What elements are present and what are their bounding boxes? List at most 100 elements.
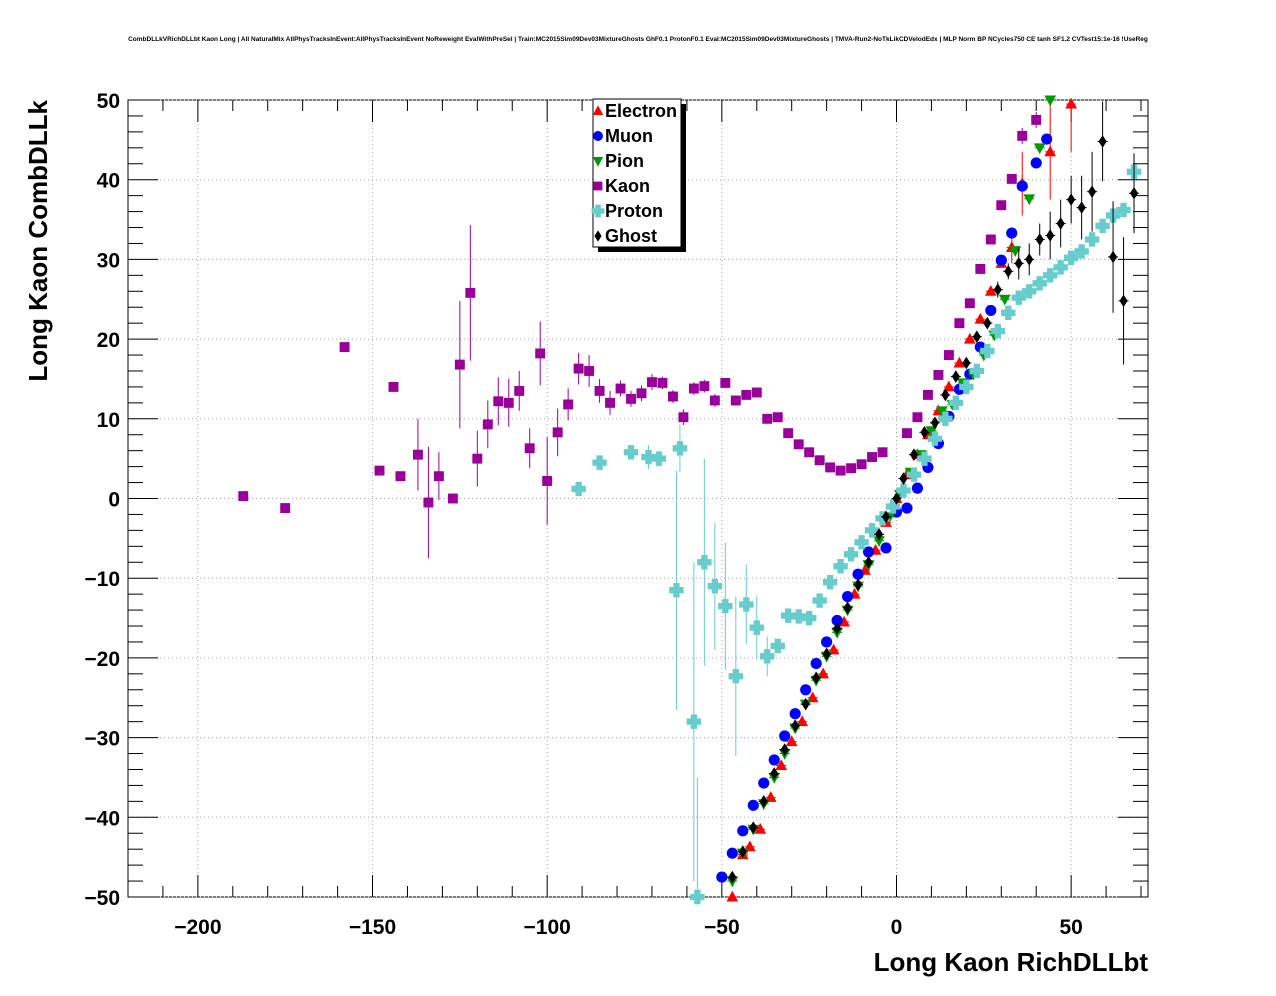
kaon-point [985, 234, 996, 245]
electron-point [953, 356, 966, 368]
kaon-point [902, 428, 912, 439]
pion-point [1023, 194, 1036, 206]
x-axis-title: Long Kaon RichDLLbt [874, 947, 1149, 977]
kaon-point [996, 200, 1007, 211]
proton-point [718, 598, 733, 614]
ghost-point [881, 510, 891, 524]
series-pion [726, 95, 1057, 888]
kaon-point [573, 363, 584, 374]
kaon-point [626, 393, 636, 404]
electron-point [943, 380, 955, 392]
legend: Electron Muon Pion Kaon Proton Ghost [591, 98, 686, 252]
kaon-point [647, 377, 657, 388]
ghost-point [1067, 193, 1076, 206]
kaon-point [954, 318, 965, 329]
legend-box [592, 98, 682, 248]
ghost-point [759, 795, 768, 808]
proton-point [791, 609, 806, 624]
chart-title: CombDLLkVRichDLLbt Kaon Long | All Natur… [128, 36, 1148, 43]
proton-point [672, 441, 688, 456]
pion-point [925, 426, 938, 438]
x-tick-label: −150 [349, 916, 396, 939]
proton-point [697, 555, 712, 570]
proton-point [864, 523, 880, 538]
muon-point [726, 847, 738, 859]
y-axis-title: Long Kaon CombDLLk [23, 99, 53, 381]
proton-point [1042, 268, 1058, 283]
ghost-point [983, 316, 992, 330]
series-kaon [238, 111, 1042, 559]
kaon-point [472, 453, 483, 464]
pion-point [998, 294, 1011, 306]
kaon-point [762, 413, 773, 424]
ghost-point [1056, 217, 1065, 230]
kaon-point [933, 370, 944, 380]
kaon-point [772, 412, 783, 423]
kaon-point [688, 383, 699, 394]
ghost-point [1046, 229, 1055, 242]
ghost-point [822, 647, 831, 661]
ghost-point [1088, 185, 1097, 198]
electron-point [775, 759, 788, 770]
legend-marker-muon [593, 131, 603, 141]
kaon-point [825, 462, 836, 473]
kaon-point [339, 342, 350, 353]
kaon-point [552, 427, 563, 438]
ghost-point [738, 845, 747, 858]
electron-point [806, 691, 819, 703]
ghost-point [899, 472, 908, 485]
kaon-point [594, 385, 605, 396]
x-tick-label: 0 [891, 916, 903, 939]
proton-point [1116, 202, 1131, 218]
muon-point [758, 777, 770, 789]
proton-point [1001, 305, 1016, 320]
y-tick-label: −40 [84, 807, 120, 830]
kaon-point [412, 449, 423, 460]
kaon-point [975, 264, 986, 274]
electron-point [963, 332, 976, 344]
electron-point [984, 284, 997, 296]
kaon-point [867, 452, 877, 463]
muon-point [821, 636, 833, 648]
kaon-point [922, 389, 933, 400]
ghost-point [909, 448, 919, 461]
kaon-point [542, 476, 553, 486]
pion-point [1009, 246, 1022, 257]
proton-point [592, 455, 607, 470]
muon-point [1030, 157, 1042, 169]
ghost-point [1035, 233, 1044, 246]
ghost-point [1129, 186, 1139, 200]
x-tick-label: −50 [704, 916, 740, 939]
x-tick-label: −200 [174, 916, 221, 939]
kaon-point [605, 397, 616, 408]
proton-point [927, 431, 943, 446]
kaon-point [388, 381, 399, 392]
electron-point [743, 840, 756, 852]
proton-point [571, 481, 586, 497]
kaon-point [395, 471, 406, 482]
proton-point [1084, 232, 1100, 247]
pion-point [1033, 143, 1046, 155]
ghost-point [780, 743, 789, 756]
proton-point [749, 620, 764, 635]
kaon-point [814, 455, 825, 466]
electron-point [974, 312, 987, 324]
kaon-point [563, 399, 574, 410]
muon-point [995, 254, 1007, 266]
kaon-point [482, 419, 493, 430]
muon-point [842, 590, 854, 603]
electron-point [1044, 145, 1057, 157]
series-muon [716, 133, 1053, 883]
kaon-point [943, 350, 954, 360]
muon-point [862, 546, 875, 558]
electron-point [764, 791, 777, 802]
proton-point [1011, 290, 1026, 305]
grid-lines [128, 99, 1148, 898]
y-axis-ticks: −50 −40 −30 −20 −10 0 10 20 30 40 50 [84, 90, 1148, 910]
kaon-point [730, 395, 741, 406]
kaon-point [877, 447, 888, 458]
ghost-point [812, 671, 821, 685]
proton-point [690, 889, 705, 905]
muon-point [737, 825, 749, 837]
